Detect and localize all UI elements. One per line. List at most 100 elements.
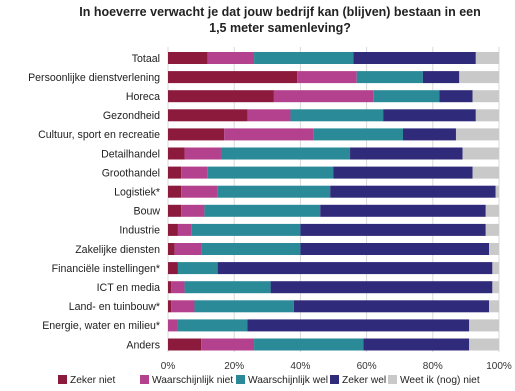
- bar-segment: [177, 223, 192, 236]
- bar-segment: [171, 300, 195, 313]
- bar-segment: [300, 223, 486, 236]
- bar-segment: [270, 281, 493, 294]
- bar-segment: [168, 147, 185, 160]
- bar-segment: [174, 243, 202, 255]
- x-tick-label: 0%: [161, 361, 176, 372]
- bar-segment: [254, 338, 364, 351]
- bar-segment: [181, 166, 208, 179]
- category-label: Zakelijke diensten: [75, 244, 160, 256]
- chart-title-line-1: In hoeverre verwacht je dat jouw bedrijf…: [79, 5, 481, 19]
- legend-swatch: [236, 375, 245, 384]
- legend-label: Waarschijnlijk wel: [248, 375, 328, 386]
- bar-segment: [194, 300, 294, 313]
- bar-segment: [168, 338, 202, 351]
- bar-segment: [201, 338, 255, 351]
- bar-segment: [168, 319, 178, 332]
- x-tick-label: 40%: [290, 361, 310, 372]
- bar-segment: [168, 204, 182, 217]
- bar-segment: [333, 166, 473, 179]
- category-label: Horeca: [126, 91, 160, 103]
- bar-segment: [356, 71, 423, 84]
- bar-segment: [204, 204, 321, 217]
- bar-segment: [273, 90, 374, 103]
- category-label: Financiële instellingen*: [52, 263, 160, 275]
- bar-segment: [485, 223, 499, 236]
- bar-segment: [297, 71, 357, 84]
- bar-segment: [373, 90, 440, 103]
- category-label: Industrie: [119, 225, 160, 237]
- bar-segment: [217, 185, 331, 198]
- chart-title-line-2: 1,5 meter samenleving?: [209, 21, 351, 35]
- bar-segment: [475, 52, 499, 64]
- category-label: Logistiek*: [114, 187, 160, 199]
- bar-segment: [168, 281, 172, 294]
- x-tick-label: 100%: [486, 361, 512, 372]
- category-label: Groothandel: [102, 167, 160, 179]
- legend-label: Waarschijnlijk niet: [152, 375, 233, 386]
- bar-segment: [485, 204, 499, 217]
- chart-title: In hoeverre verwacht je dat jouw bedrijf…: [60, 4, 500, 36]
- category-label: Land- en tuinbouw*: [69, 301, 160, 313]
- bar-segment: [177, 319, 248, 332]
- category-label: Bouw: [134, 206, 161, 218]
- bar-segment: [168, 185, 182, 198]
- category-label: Gezondheid: [103, 110, 160, 122]
- bar-segment: [492, 262, 499, 275]
- bar-segment: [247, 319, 470, 332]
- legend-label: Zeker wel: [342, 375, 386, 386]
- bar-segment: [191, 223, 301, 236]
- bar-segment: [220, 147, 351, 160]
- category-label: ICT en media: [97, 282, 161, 294]
- bar-segment: [247, 109, 291, 122]
- bar-segment: [290, 109, 384, 122]
- category-label: Persoonlijke dienstverlening: [28, 72, 160, 84]
- category-label: Totaal: [132, 53, 160, 65]
- bar-segment: [181, 204, 205, 217]
- bar-segment: [320, 204, 486, 217]
- bar-segment: [184, 281, 271, 294]
- legend-label: Zeker niet: [70, 375, 115, 386]
- bar-segment: [439, 90, 473, 103]
- bar-segment: [168, 262, 178, 275]
- legend-swatch: [330, 375, 339, 384]
- bar-segment: [475, 109, 499, 122]
- bar-segment: [495, 185, 499, 198]
- bar-segment: [168, 71, 298, 84]
- bar-segment: [224, 128, 314, 141]
- bar-segment: [300, 243, 490, 255]
- bar-segment: [455, 128, 499, 141]
- bar-segment: [168, 128, 225, 141]
- x-tick-label: 20%: [224, 361, 244, 372]
- bar-segment: [459, 71, 499, 84]
- bar-segment: [207, 166, 334, 179]
- bar-segment: [254, 52, 354, 64]
- bar-segment: [363, 338, 470, 351]
- bar-segment: [168, 90, 274, 103]
- x-tick-label: 60%: [357, 361, 377, 372]
- bar-segment: [177, 262, 218, 275]
- bar-segment: [403, 128, 456, 141]
- bar-segment: [313, 128, 404, 141]
- legend-swatch: [388, 375, 397, 384]
- bar-segment: [171, 281, 185, 294]
- bar-segment: [181, 185, 218, 198]
- bar-segment: [472, 90, 499, 103]
- bar-segment: [168, 166, 182, 179]
- bar-segment: [350, 147, 463, 160]
- bar-segment: [462, 147, 499, 160]
- bar-segment: [469, 319, 499, 332]
- bar-segment: [489, 243, 499, 255]
- bar-segment: [168, 109, 248, 122]
- bar-segment: [489, 300, 499, 313]
- bar-segment: [168, 223, 178, 236]
- bar-segment: [201, 243, 301, 255]
- bar-segment: [472, 166, 499, 179]
- bar-segment: [168, 52, 208, 64]
- bar-segment: [293, 300, 490, 313]
- category-label: Cultuur, sport en recreatie: [38, 129, 160, 141]
- x-tick-label: 80%: [423, 361, 443, 372]
- bar-segment: [492, 281, 499, 294]
- bar-segment: [168, 243, 175, 255]
- bar-segment: [330, 185, 496, 198]
- category-label: Anders: [126, 339, 160, 351]
